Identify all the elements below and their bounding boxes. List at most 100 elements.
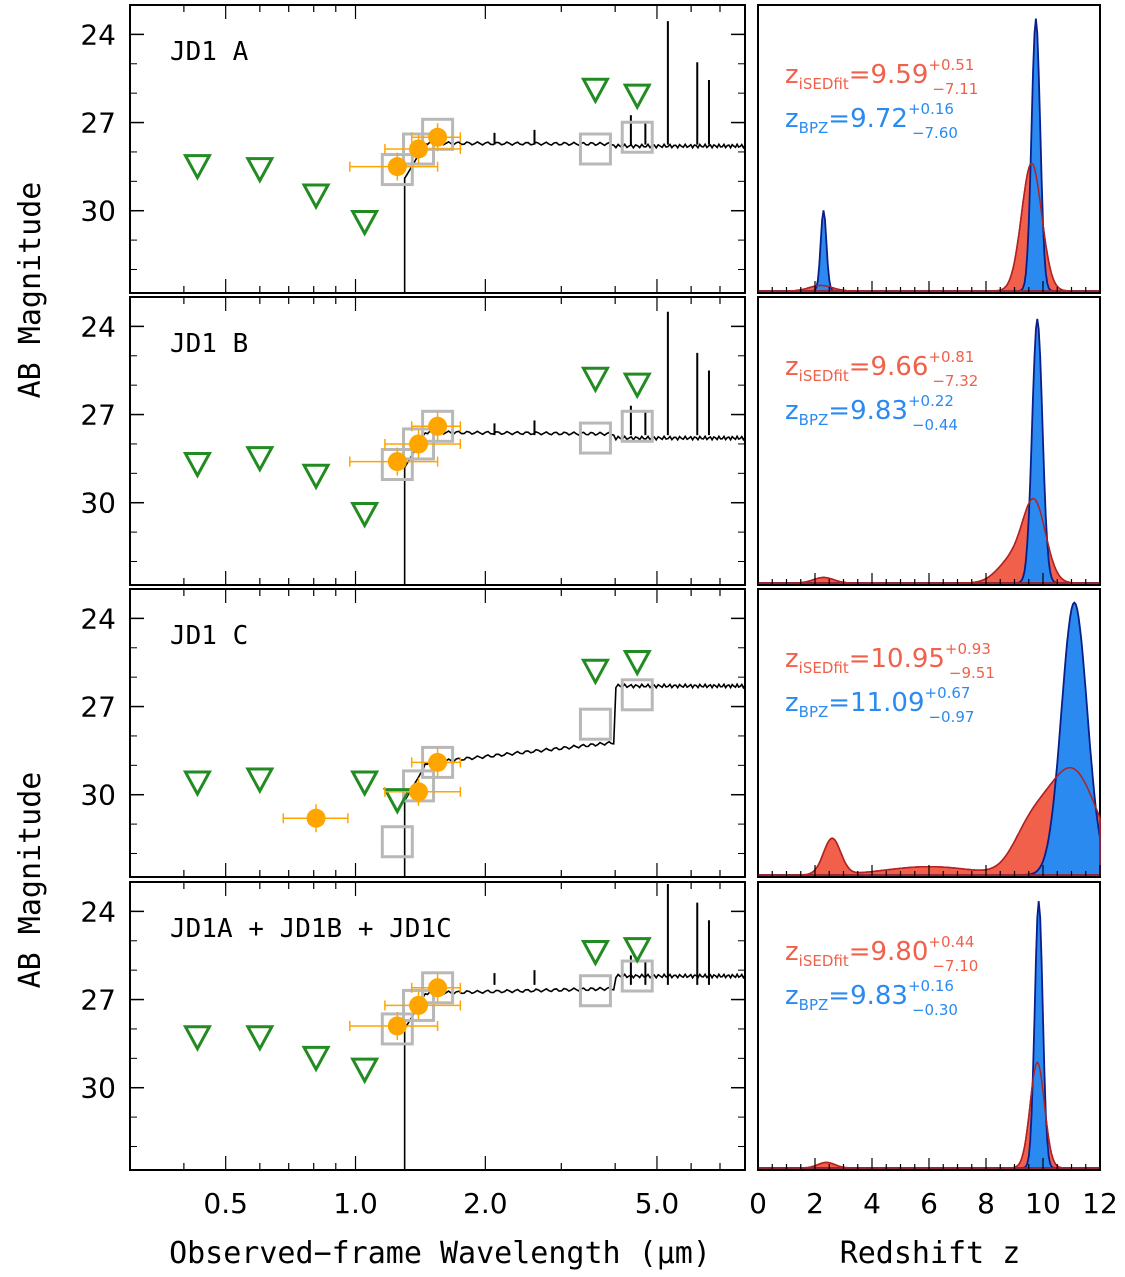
sed-frame [129, 881, 746, 1171]
sed-frame [129, 296, 746, 586]
panel-label: JD1 C [170, 621, 248, 651]
upper-limit-marker [580, 940, 610, 967]
panel-label: JD1 B [170, 329, 248, 359]
isedfit-annotation-part: =9.80 [849, 937, 929, 967]
upper-limit-marker [622, 83, 652, 111]
bpz-annotation-part: z [785, 981, 799, 1011]
bpz-annotation-part: =9.83 [828, 981, 908, 1011]
detection-point [306, 808, 326, 828]
upper-limit-marker [182, 154, 212, 181]
upper-limit-marker [622, 649, 652, 677]
y-tick-label: 30 [80, 1072, 116, 1105]
bpz-annotation: zBPZ=9.72+0.16 −7.60 [785, 100, 958, 142]
isedfit-annotation-part: +0.81 [928, 348, 974, 366]
isedfit-annotation-part: iSEDfit [799, 952, 849, 970]
isedfit-annotation: ziSEDfit=10.95+0.93 −9.51 [785, 640, 995, 682]
y-axis-title-top: AB Magnitude [13, 182, 48, 399]
sed-frame [129, 588, 746, 878]
isedfit-annotation-part: +0.51 [928, 56, 974, 74]
bpz-annotation-part: =11.09 [828, 688, 924, 718]
model-mag-box [620, 678, 654, 712]
detection-point [387, 157, 407, 177]
sed-model-line [403, 140, 746, 293]
model-mag-box [578, 974, 612, 1008]
detection-point [428, 978, 448, 998]
upper-limit-marker [301, 463, 331, 491]
detection-point [428, 127, 448, 147]
detection-point [409, 782, 429, 802]
upper-limit-marker [350, 501, 380, 529]
bpz-annotation-part: z [785, 104, 799, 134]
y-tick-label: 24 [80, 895, 116, 928]
isedfit-annotation: ziSEDfit=9.59+0.51 −7.11 [785, 56, 978, 98]
isedfit-annotation-part: iSEDfit [799, 659, 849, 677]
isedfit-annotation-part: z [785, 352, 799, 382]
isedfit-annotation-part: =9.59 [849, 60, 929, 90]
bpz-annotation: zBPZ=11.09+0.67 −0.97 [785, 684, 974, 726]
isedfit-annotation-part: =9.66 [849, 352, 929, 382]
upper-limit-marker [245, 767, 275, 795]
y-tick-label: 24 [80, 18, 116, 51]
bpz-annotation-part: BPZ [799, 996, 829, 1014]
sed-model-line [403, 430, 746, 585]
upper-limit-marker [580, 658, 610, 686]
panel-1: 24 27 30 JD1 A ziSEDfit=9.59+0.51 −7.11 zBPZ=9… [80, 4, 1101, 294]
sed-model-line [403, 972, 746, 1170]
x-tick-label-redshift: 12 [1082, 1187, 1118, 1220]
y-tick-label: 24 [80, 310, 116, 343]
isedfit-annotation-part: =10.95 [849, 644, 945, 674]
isedfit-annotation: ziSEDfit=9.66+0.81 −7.32 [785, 348, 978, 390]
y-tick-label: 27 [80, 107, 116, 140]
y-tick-label: 30 [80, 195, 116, 228]
isedfit-annotation-part: z [785, 644, 799, 674]
pz-isedfit-curve [758, 162, 1100, 292]
bpz-annotation-part: −7.60 [912, 124, 958, 142]
detection-point [428, 416, 448, 436]
bpz-annotation-part: −0.97 [928, 708, 974, 726]
upper-limit-marker [245, 1025, 275, 1052]
upper-limit-marker [580, 77, 610, 105]
bpz-annotation: zBPZ=9.83+0.22 −0.44 [785, 392, 958, 434]
model-mag-box [578, 132, 612, 166]
y-tick-label: 30 [80, 779, 116, 812]
bpz-annotation-part: +0.16 [908, 977, 954, 995]
model-mag-box [620, 409, 654, 443]
pz-frame [757, 4, 1101, 294]
upper-limit-marker [350, 1057, 380, 1085]
bpz-annotation-part: BPZ [799, 119, 829, 137]
bpz-annotation-part: +0.22 [908, 392, 954, 410]
isedfit-annotation-part: −9.51 [949, 664, 995, 682]
panel-label: JD1 A [170, 37, 249, 67]
x-tick-label-redshift: 6 [920, 1187, 938, 1220]
model-mag-box [578, 707, 612, 741]
upper-limit-marker [301, 1045, 331, 1073]
bpz-annotation-part: z [785, 396, 799, 426]
detection-point [409, 434, 429, 454]
isedfit-annotation-part: z [785, 60, 799, 90]
model-mag-box [380, 825, 414, 859]
x-tick-label-wavelength: 0.5 [203, 1187, 248, 1220]
bpz-annotation: zBPZ=9.83+0.16 −0.30 [785, 977, 958, 1019]
detection-point [428, 752, 448, 772]
upper-limit-marker [245, 157, 275, 184]
isedfit-annotation: ziSEDfit=9.80+0.44 −7.10 [785, 933, 978, 975]
isedfit-annotation-part: −7.11 [932, 80, 978, 98]
upper-limit-marker [622, 372, 652, 400]
y-tick-label: 27 [80, 399, 116, 432]
x-tick-label-wavelength: 5.0 [635, 1187, 680, 1220]
axis-labels: Observed−frame Wavelength (μm) Redshift … [13, 182, 1020, 1271]
y-tick-label: 24 [80, 602, 116, 635]
isedfit-annotation-part: −7.10 [932, 957, 978, 975]
bpz-annotation-part: +0.67 [925, 684, 971, 702]
upper-limit-marker [182, 1025, 212, 1052]
x-tick-label-redshift: 10 [1025, 1187, 1061, 1220]
pz-frame [757, 296, 1101, 586]
model-mag-box [620, 120, 654, 154]
bpz-annotation-part: z [785, 688, 799, 718]
isedfit-annotation-part: iSEDfit [799, 75, 849, 93]
